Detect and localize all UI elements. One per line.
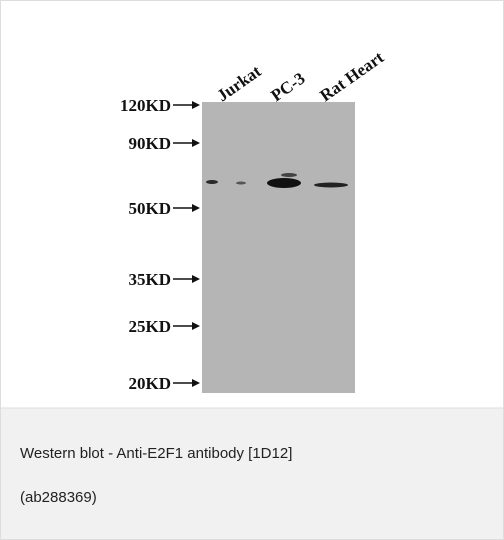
page: Jurkat PC-3 Rat Heart 120KD90KD50KD35KD2… <box>0 0 504 540</box>
band <box>267 178 301 188</box>
caption-area <box>1 408 503 539</box>
marker-label: 25KD <box>129 317 172 336</box>
caption-id: (ab288369) <box>20 489 97 506</box>
figure: Jurkat PC-3 Rat Heart 120KD90KD50KD35KD2… <box>0 0 504 540</box>
band <box>206 180 218 184</box>
band <box>236 182 246 185</box>
marker-label: 120KD <box>120 96 171 115</box>
caption-title: Western blot - Anti-E2F1 antibody [1D12] <box>20 445 292 462</box>
marker-label: 50KD <box>129 199 172 218</box>
blot <box>202 102 355 393</box>
band <box>314 183 348 188</box>
marker-label: 35KD <box>129 270 172 289</box>
band <box>281 173 297 177</box>
marker-label: 90KD <box>129 134 172 153</box>
marker-label: 20KD <box>129 374 172 393</box>
